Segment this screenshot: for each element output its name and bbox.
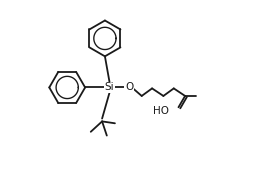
Text: Si: Si bbox=[105, 82, 114, 93]
Text: HO: HO bbox=[153, 106, 169, 116]
Text: O: O bbox=[125, 82, 134, 93]
